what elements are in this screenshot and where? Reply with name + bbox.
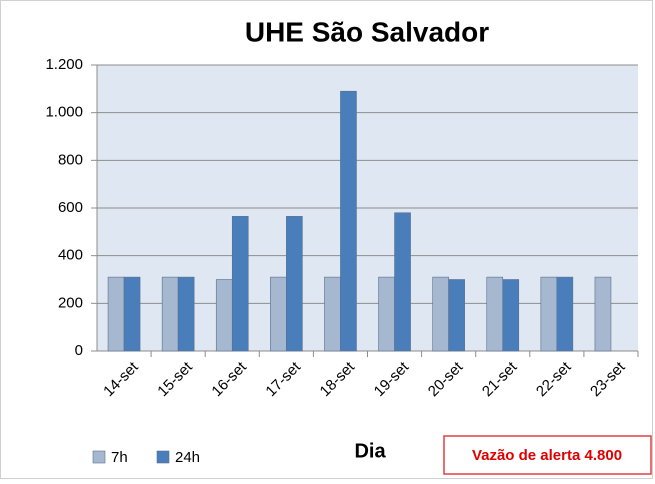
y-tick-label: 1.000 <box>45 104 83 121</box>
bar <box>215 279 233 352</box>
annotation: Vazão de alerta 4.800 <box>472 447 622 464</box>
x-axis-title: Dia <box>354 440 386 462</box>
bar <box>340 90 357 352</box>
legend-label: 24h <box>175 449 200 466</box>
bar <box>107 276 125 352</box>
annotation-box <box>443 435 652 475</box>
legend-swatch <box>156 450 170 464</box>
y-tick-label: 800 <box>58 151 83 168</box>
bar <box>594 276 612 352</box>
bar <box>324 276 341 352</box>
y-tick-label: 400 <box>58 247 83 264</box>
bar <box>286 216 303 352</box>
y-tick-label: 1.200 <box>45 56 83 73</box>
bar <box>448 279 465 352</box>
bar <box>394 212 411 352</box>
y-tick-label: 0 <box>75 342 83 359</box>
bar <box>378 276 395 352</box>
y-tick-label: 200 <box>58 294 83 311</box>
bar <box>270 276 287 352</box>
y-tick-label: 600 <box>58 199 83 216</box>
bar <box>231 216 249 352</box>
bar <box>123 276 141 352</box>
bar <box>556 276 574 352</box>
bar <box>177 276 195 352</box>
bar <box>502 279 520 352</box>
bar <box>540 276 558 352</box>
bar <box>486 276 504 352</box>
bar <box>432 276 449 352</box>
legend-label: 7h <box>111 449 128 466</box>
chart-title: UHE São Salvador <box>245 16 489 47</box>
legend-swatch <box>92 450 106 464</box>
bar <box>161 276 179 352</box>
